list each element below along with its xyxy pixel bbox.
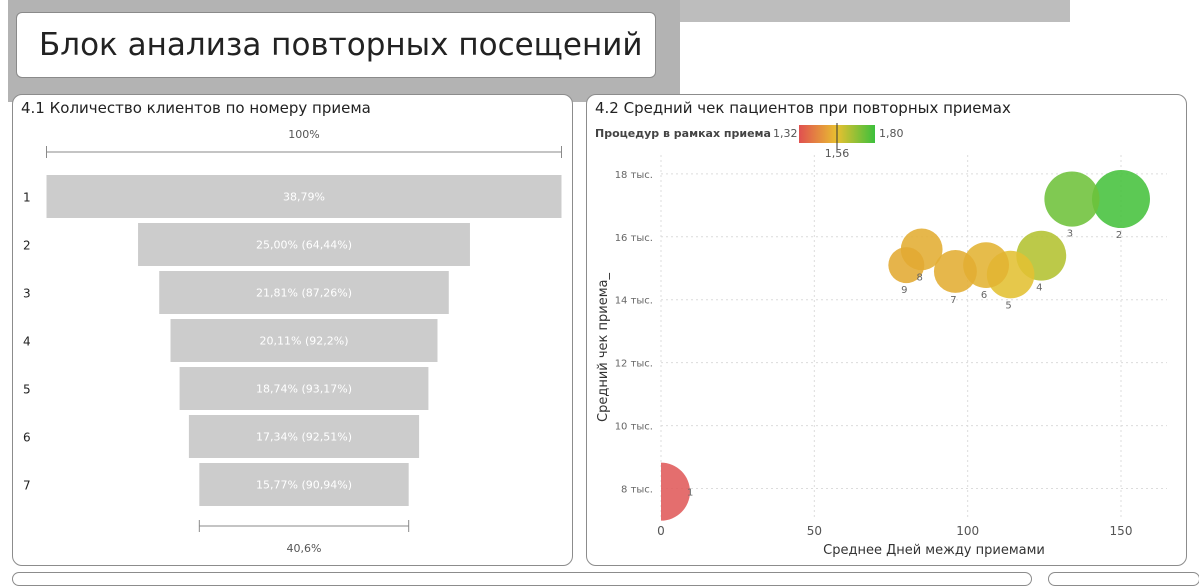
y-tick-label: 18 тыс. — [615, 170, 653, 181]
funnel-panel[interactable]: 4.1 Количество клиентов по номеру приема… — [12, 94, 573, 566]
funnel-category-label: 4 — [23, 335, 31, 349]
legend-title: Процедур в рамках приема — [595, 127, 771, 140]
bubble-label: 7 — [950, 295, 956, 306]
funnel-bar-label: 25,00% (64,44%) — [256, 239, 352, 252]
funnel-bar — [199, 463, 409, 506]
funnel-bar — [46, 175, 562, 218]
x-tick-label: 100 — [956, 524, 979, 538]
funnel-bar — [188, 415, 420, 458]
bubble-point — [661, 462, 690, 521]
funnel-bar — [170, 319, 438, 362]
y-tick-label: 14 тыс. — [615, 296, 653, 307]
funnel-category-label: 5 — [23, 383, 31, 397]
y-axis-title: Средний чек приема_ — [596, 273, 611, 422]
funnel-bar — [159, 271, 449, 314]
bubble-label: 9 — [901, 285, 907, 296]
bubble-point — [888, 247, 925, 284]
bubble-chart: Процедур в рамках приема 1,32 1,80 1,56 8 т… — [595, 123, 1167, 558]
x-axis-title: Среднее Дней между приемами — [823, 543, 1045, 558]
bottom-panel-left — [12, 572, 1032, 586]
bubble-label: 2 — [1116, 230, 1122, 241]
funnel-bar-label: 20,11% (92,2%) — [260, 335, 349, 348]
bottom-panel-right — [1048, 572, 1199, 586]
legend-max-label: 1,80 — [879, 127, 904, 140]
y-tick-label: 12 тыс. — [615, 359, 653, 370]
page-title-box: Блок анализа повторных посещений — [16, 12, 656, 78]
bubble-point — [1044, 171, 1100, 227]
funnel-bar-label: 15,77% (90,94%) — [256, 479, 352, 492]
page-title: Блок анализа повторных посещений — [39, 27, 643, 63]
funnel-bar — [138, 223, 470, 266]
funnel-bar-label: 17,34% (92,51%) — [256, 431, 352, 444]
funnel-category-label: 3 — [23, 287, 31, 301]
x-tick-label: 50 — [807, 524, 822, 538]
bubble-label: 5 — [1005, 300, 1011, 311]
bubble-panel[interactable]: 4.2 Средний чек пациентов при повторных … — [586, 94, 1187, 566]
y-tick-label: 10 тыс. — [615, 422, 653, 433]
y-tick-label: 16 тыс. — [615, 233, 653, 244]
funnel-category-label: 1 — [23, 191, 31, 205]
funnel-bar-label: 18,74% (93,17%) — [256, 383, 352, 396]
x-tick-label: 0 — [657, 524, 665, 538]
bubble-label: 6 — [981, 290, 987, 301]
bubble-point — [1092, 170, 1150, 229]
funnel-bar-label: 38,79% — [283, 191, 325, 204]
bubble-label: 4 — [1036, 283, 1042, 294]
funnel-bottom-label: 40,6% — [287, 542, 322, 555]
bubble-title: 4.2 Средний чек пациентов при повторных … — [595, 99, 1011, 117]
top-strip-right — [765, 0, 1070, 22]
funnel-bar-label: 21,81% (87,26%) — [256, 287, 352, 300]
bubble-label: 1 — [687, 488, 693, 499]
funnel-category-label: 7 — [23, 479, 31, 493]
funnel-chart: 100% 38,79% 1 25,00% (64,44%) 2 21,81% (87,26… — [23, 128, 562, 555]
funnel-title: 4.1 Количество клиентов по номеру приема — [21, 99, 371, 117]
bubble-label: 3 — [1067, 229, 1073, 240]
bubble-label: 8 — [916, 272, 922, 283]
x-tick-label: 150 — [1110, 524, 1133, 538]
funnel-category-label: 6 — [23, 431, 31, 445]
legend-min-label: 1,32 — [773, 127, 798, 140]
funnel-top-label: 100% — [288, 128, 319, 141]
y-tick-label: 8 тыс. — [621, 485, 653, 496]
legend-mid-label: 1,56 — [825, 147, 850, 160]
bubble-point — [933, 249, 977, 293]
funnel-bar — [179, 367, 429, 410]
funnel-category-label: 2 — [23, 239, 31, 253]
